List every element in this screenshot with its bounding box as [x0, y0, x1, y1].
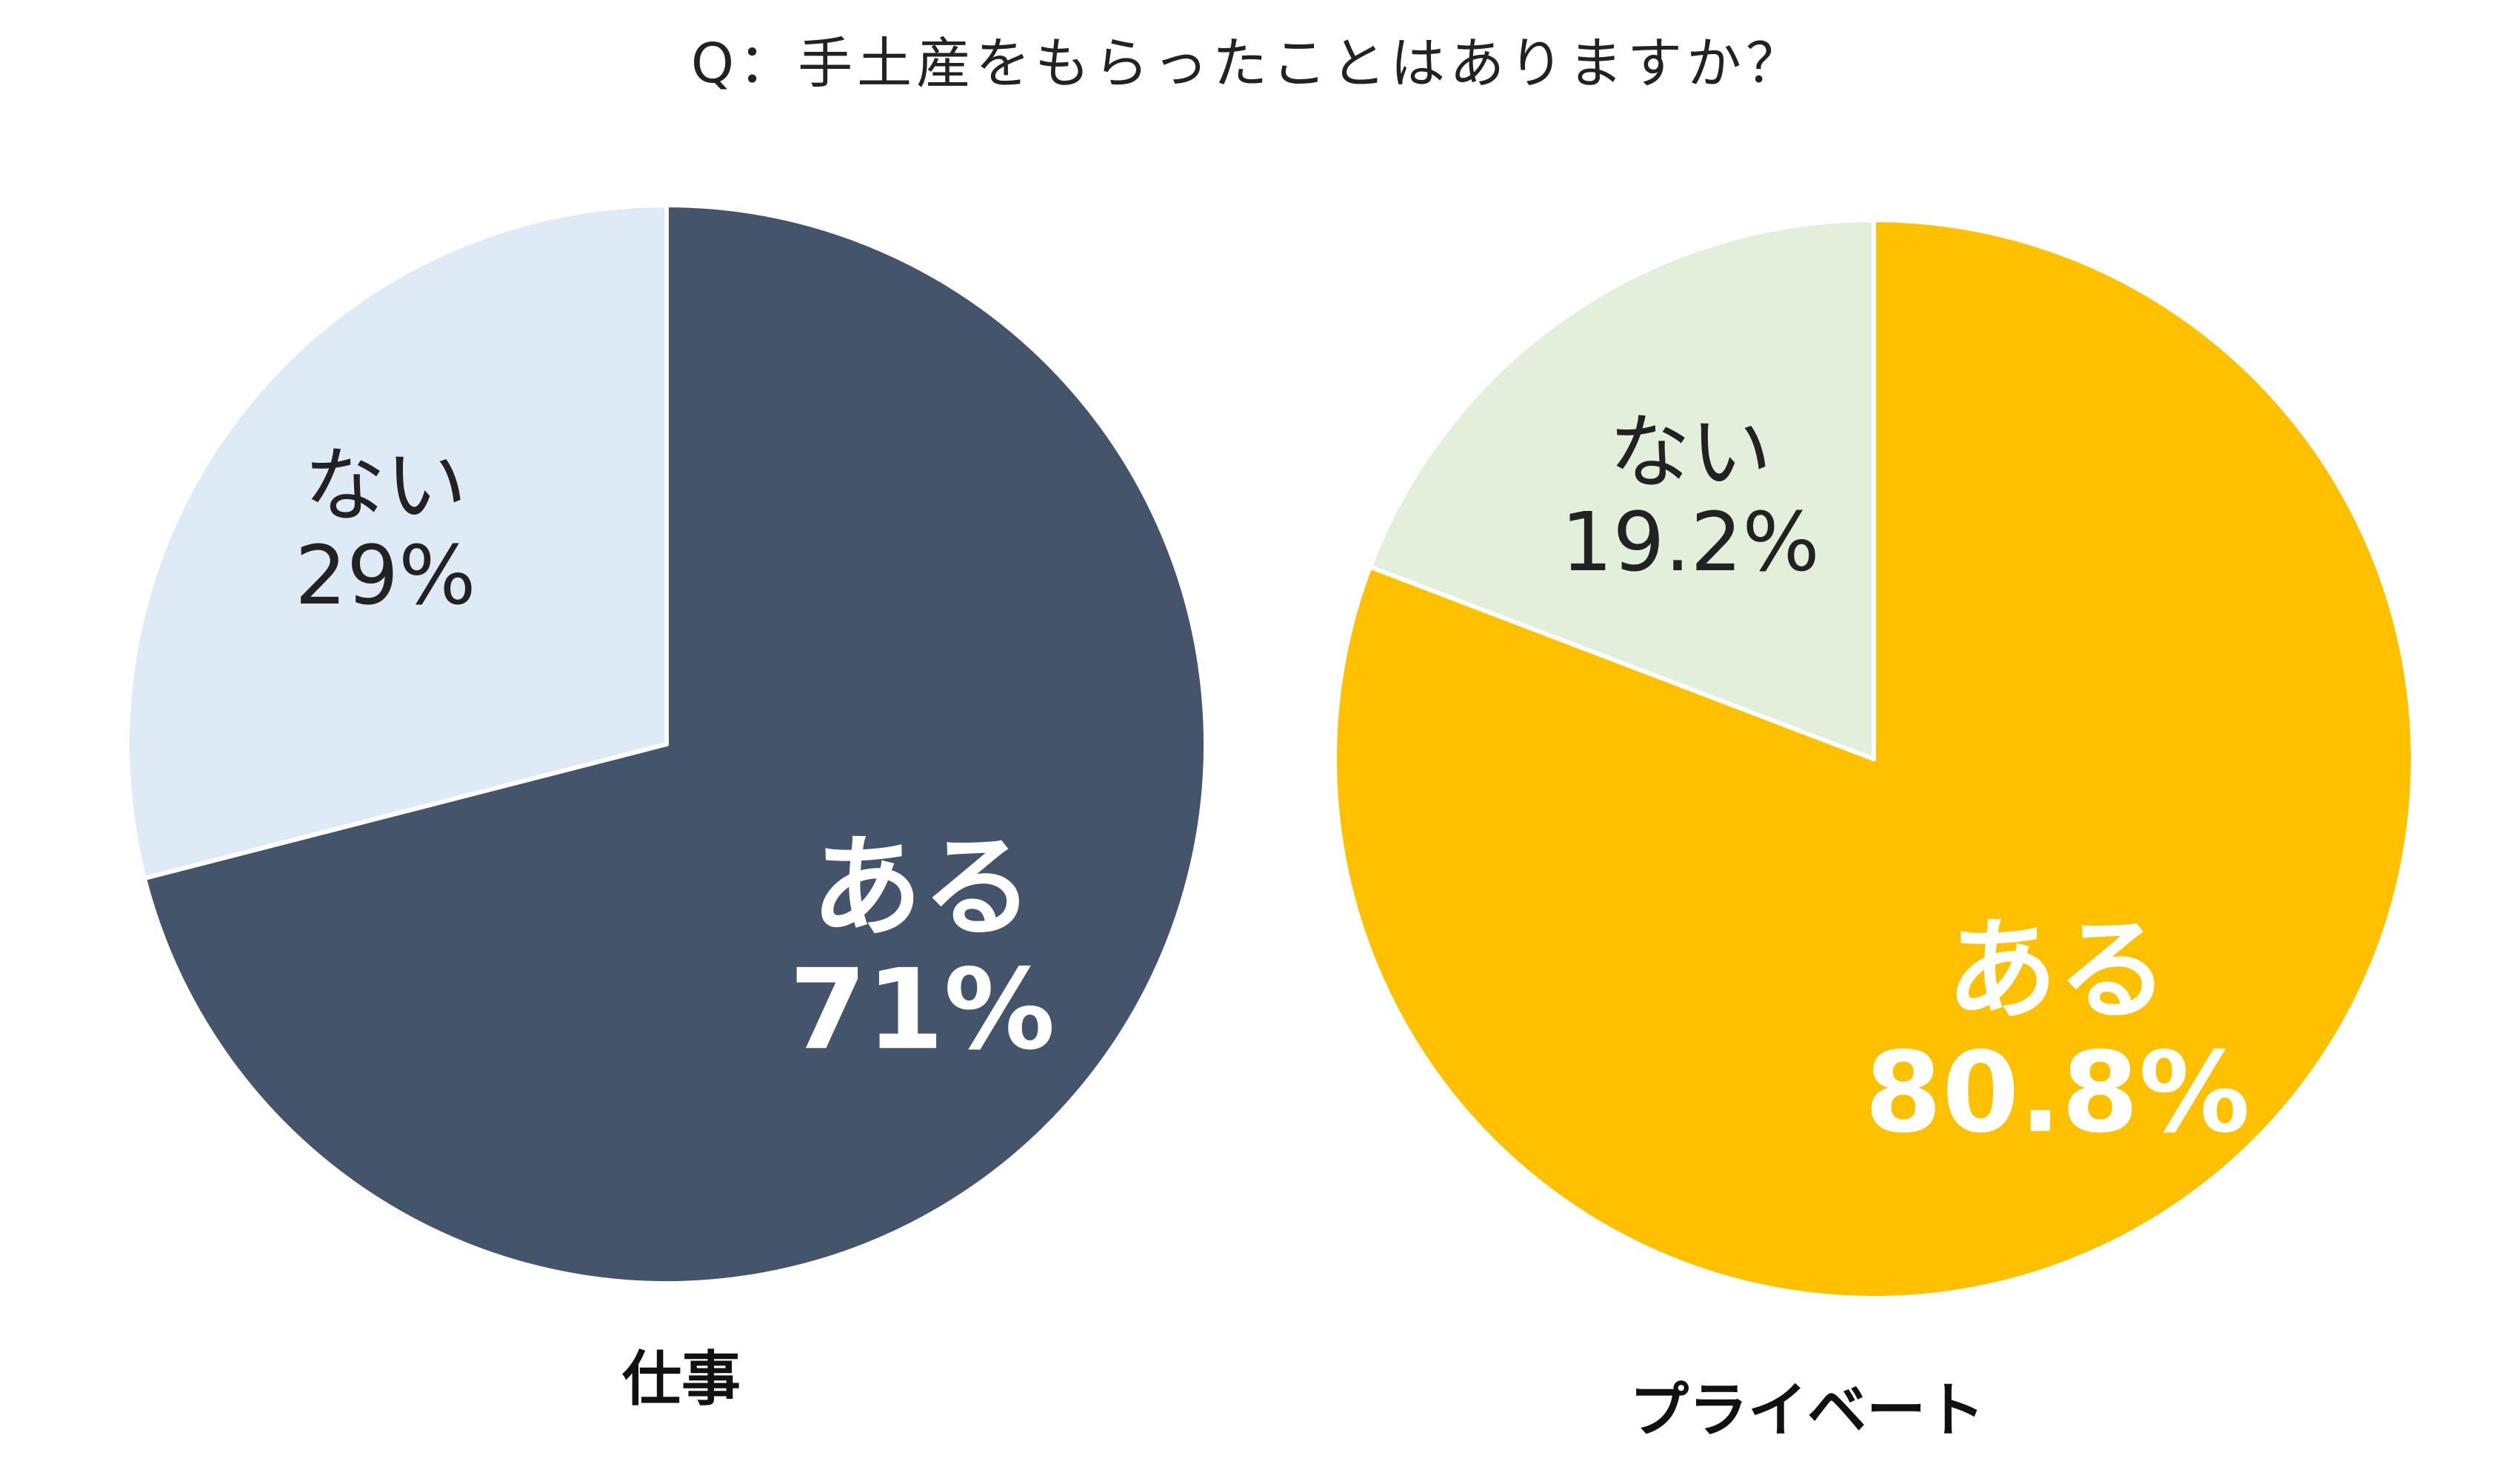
slice-value-label-1-1: 19.2% [1561, 495, 1819, 589]
slice-label-1-0: ある [1946, 906, 2169, 1035]
slice-label-0-1: ない [304, 438, 467, 533]
page-title: Q：手土産をもらったことはありますか？ [690, 32, 1806, 96]
pie-slice-0-1 [125, 203, 669, 881]
slice-value-label-0-1: 29% [295, 528, 476, 623]
slice-label-1-1: ない [1609, 405, 1772, 500]
chart-title-work: 仕事 [622, 1345, 741, 1414]
slice-label-0-0: ある [811, 823, 1033, 952]
chart-title-private: プライベート [1629, 1376, 1985, 1445]
slice-value-label-1-0: 80.8% [1865, 1029, 2250, 1157]
pie-slice-1-1 [1367, 218, 1876, 761]
slice-value-label-0-0: 71% [790, 946, 1055, 1074]
pie-slice-0-0 [141, 203, 1208, 1286]
